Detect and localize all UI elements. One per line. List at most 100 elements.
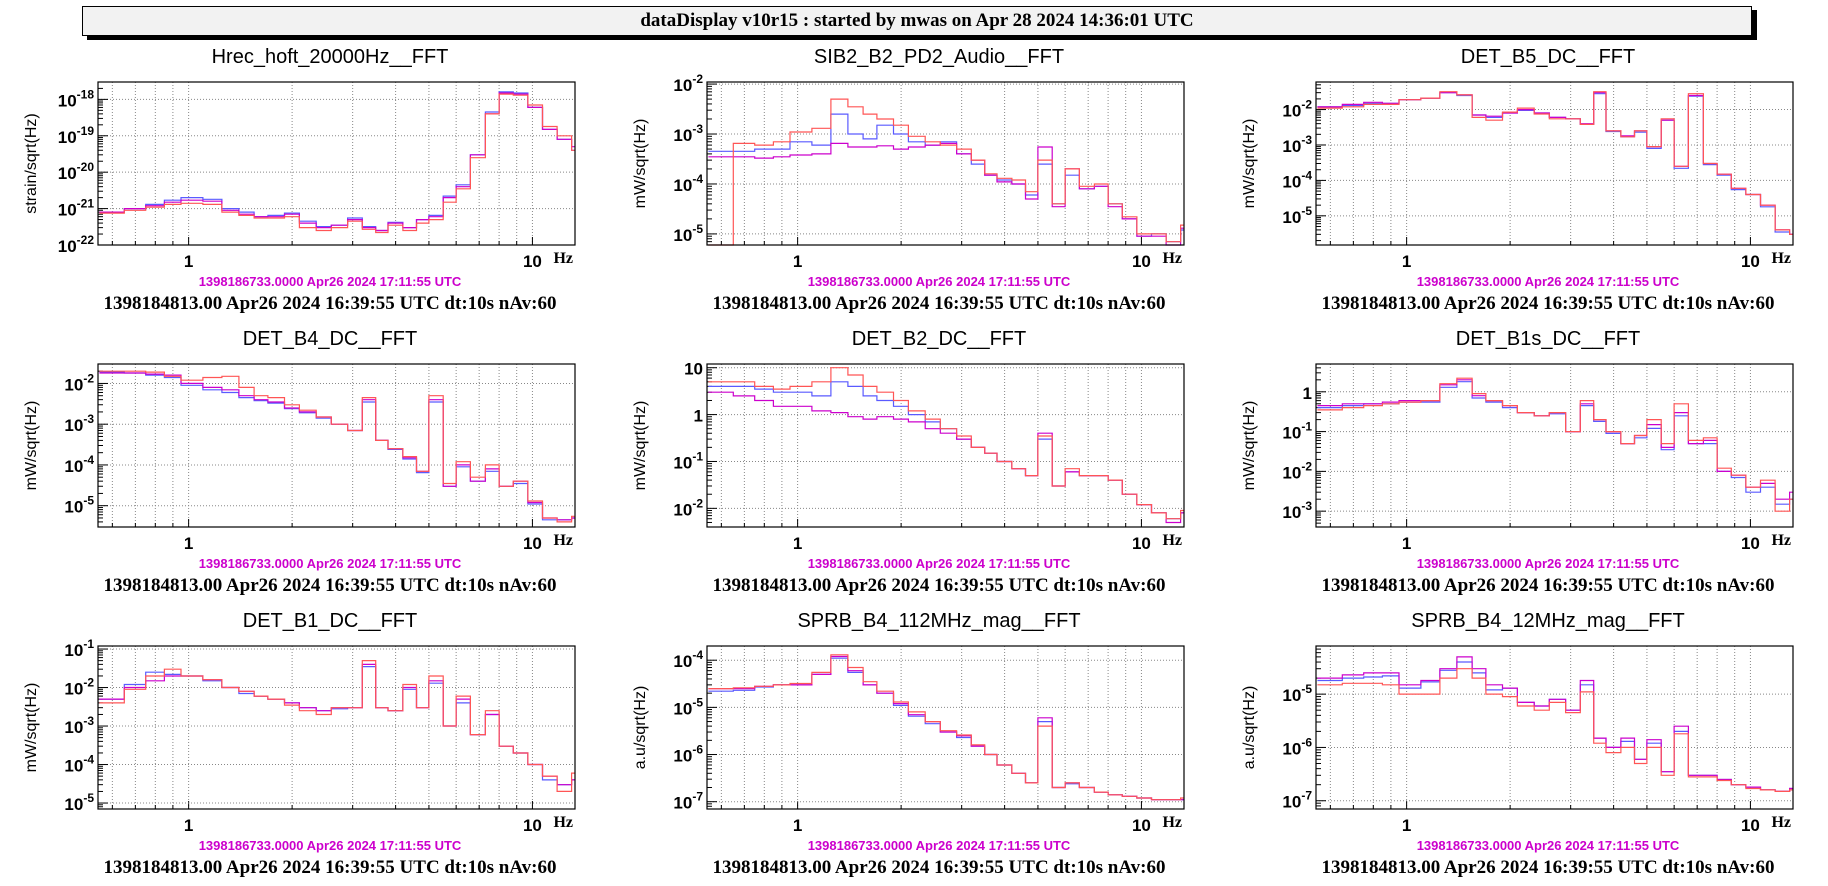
y-tick-label: 10-2 bbox=[1282, 98, 1312, 121]
current-timestamp: 1398184813.00 Apr26 2024 16:39:55 UTC dt… bbox=[712, 575, 1166, 596]
plot-frame bbox=[706, 81, 1185, 246]
y-tick-label: 10-4 bbox=[64, 453, 94, 476]
y-axis-label: mW/sqrt(Hz) bbox=[632, 119, 649, 209]
y-tick-label: 10-5 bbox=[64, 494, 94, 517]
reference-timestamp: 1398186733.0000 Apr26 2024 17:11:55 UTC bbox=[1416, 838, 1680, 853]
x-tick-label: 1 bbox=[184, 252, 193, 271]
plot-canvas: 1 10 Hz 10-5 10-4 10-3 10-2 mW/sqrt(Hz) bbox=[632, 72, 1185, 271]
fft-plot-panel: 1 10 Hz 10-2 10-1 1 10 mW/sqrt(Hz) DET_B2_DC__FF… bbox=[609, 322, 1218, 604]
fft-plot-panel: 1 10 Hz 10-7 10-6 10-5 a.u/sqrt(Hz) SPRB_B4_12M… bbox=[1218, 604, 1827, 886]
x-tick-label: 10 bbox=[1741, 534, 1760, 553]
current-timestamp: 1398184813.00 Apr26 2024 16:39:55 UTC dt… bbox=[1321, 857, 1775, 878]
x-axis-unit: Hz bbox=[553, 814, 573, 831]
y-tick-label: 10-4 bbox=[1282, 168, 1312, 191]
y-tick-label: 10 bbox=[684, 360, 703, 379]
x-axis-unit: Hz bbox=[1162, 814, 1182, 831]
fft-plot-panel: 1 10 Hz 10-5 10-4 10-3 10-2 mW/sqrt(Hz) DET_B5_D… bbox=[1218, 40, 1827, 322]
plot-canvas: 1 10 Hz 10-3 10-2 10-1 1 mW/sqrt(Hz) bbox=[1241, 363, 1794, 553]
y-tick-label: 10-6 bbox=[1282, 735, 1312, 758]
plot-canvas: 1 10 Hz 10-22 10-21 10-20 10-19 10-18 strain/sqr… bbox=[23, 81, 576, 271]
y-tick-label: 10-2 bbox=[64, 676, 94, 699]
y-tick-label: 1 bbox=[1303, 384, 1312, 403]
x-axis-unit: Hz bbox=[1771, 814, 1791, 831]
plot-canvas: 1 10 Hz 10-5 10-4 10-3 10-2 10-1 mW/sqrt(Hz) bbox=[23, 637, 576, 835]
fft-plot-panel: 1 10 Hz 10-5 10-4 10-3 10-2 10-1 mW/sqrt(Hz) DET_… bbox=[0, 604, 609, 886]
plot-frame bbox=[97, 81, 576, 246]
plot-frame bbox=[706, 645, 1185, 810]
plot-title: DET_B5_DC__FFT bbox=[1460, 46, 1636, 68]
y-tick-label: 10-4 bbox=[673, 648, 703, 671]
series-line-magenta bbox=[708, 391, 1184, 524]
x-tick-label: 1 bbox=[793, 252, 802, 271]
y-tick-label: 10-2 bbox=[64, 371, 94, 394]
y-tick-label: 10-3 bbox=[64, 412, 94, 435]
x-tick-label: 1 bbox=[1402, 534, 1411, 553]
x-tick-label: 10 bbox=[1132, 816, 1151, 835]
y-tick-label: 10-2 bbox=[673, 496, 703, 519]
reference-timestamp: 1398186733.0000 Apr26 2024 17:11:55 UTC bbox=[198, 274, 462, 289]
series-line-red bbox=[1317, 668, 1793, 792]
reference-timestamp: 1398186733.0000 Apr26 2024 17:11:55 UTC bbox=[807, 556, 1071, 571]
x-axis-unit: Hz bbox=[553, 250, 573, 267]
fft-plot-panel: 1 10 Hz 10-3 10-2 10-1 1 mW/sqrt(Hz) DET_B1s_DC_… bbox=[1218, 322, 1827, 604]
y-tick-label: 10-21 bbox=[58, 197, 95, 220]
plot-frame bbox=[97, 363, 576, 528]
x-tick-label: 10 bbox=[523, 816, 542, 835]
series-line-blue bbox=[1317, 661, 1793, 792]
reference-timestamp: 1398186733.0000 Apr26 2024 17:11:55 UTC bbox=[1416, 274, 1680, 289]
plot-canvas: 1 10 Hz 10-5 10-4 10-3 10-2 mW/sqrt(Hz) bbox=[23, 363, 576, 553]
plot-title: DET_B4_DC__FFT bbox=[242, 328, 418, 350]
series-line-magenta bbox=[708, 655, 1184, 801]
series-line-magenta bbox=[1317, 92, 1793, 235]
reference-timestamp: 1398186733.0000 Apr26 2024 17:11:55 UTC bbox=[198, 838, 462, 853]
fft-plot-panel: 1 10 Hz 10-5 10-4 10-3 10-2 mW/sqrt(Hz) SIB2_B2_… bbox=[609, 40, 1218, 322]
current-timestamp: 1398184813.00 Apr26 2024 16:39:55 UTC dt… bbox=[712, 293, 1166, 314]
y-tick-label: 10-20 bbox=[58, 160, 95, 183]
x-tick-label: 10 bbox=[1741, 816, 1760, 835]
series-line-magenta bbox=[1317, 379, 1793, 500]
y-axis-label: mW/sqrt(Hz) bbox=[23, 683, 40, 773]
plot-frame bbox=[97, 645, 576, 810]
y-axis-label: mW/sqrt(Hz) bbox=[23, 401, 40, 491]
plot-frame bbox=[1315, 645, 1794, 810]
series-line-red bbox=[99, 93, 575, 234]
y-tick-label: 10-5 bbox=[673, 222, 703, 245]
x-axis-unit: Hz bbox=[1162, 532, 1182, 549]
x-axis-unit: Hz bbox=[1771, 532, 1791, 549]
y-tick-label: 10-5 bbox=[1282, 204, 1312, 227]
series-line-red bbox=[1317, 91, 1793, 235]
y-axis-label: mW/sqrt(Hz) bbox=[1241, 401, 1258, 491]
y-tick-label: 10-1 bbox=[673, 449, 703, 472]
x-tick-label: 1 bbox=[1402, 252, 1411, 271]
reference-timestamp: 1398186733.0000 Apr26 2024 17:11:55 UTC bbox=[198, 556, 462, 571]
y-tick-label: 10-5 bbox=[64, 791, 94, 814]
y-axis-label: a.u/sqrt(Hz) bbox=[632, 686, 649, 770]
fft-plot-panel: 1 10 Hz 10-5 10-4 10-3 10-2 mW/sqrt(Hz) DET_B4_D… bbox=[0, 322, 609, 604]
series-line-red bbox=[708, 98, 1184, 246]
plot-title: DET_B1s_DC__FFT bbox=[1455, 328, 1641, 350]
x-tick-label: 10 bbox=[1741, 252, 1760, 271]
y-axis-label: mW/sqrt(Hz) bbox=[632, 401, 649, 491]
plot-title: SPRB_B4_12MHz_mag__FFT bbox=[1411, 610, 1685, 632]
x-tick-label: 10 bbox=[523, 252, 542, 271]
y-tick-label: 10-3 bbox=[1282, 133, 1312, 156]
plot-title: DET_B2_DC__FFT bbox=[851, 328, 1027, 350]
y-tick-label: 10-19 bbox=[58, 124, 95, 147]
series-line-red bbox=[99, 660, 575, 792]
plot-frame bbox=[1315, 363, 1794, 528]
plot-canvas: 1 10 Hz 10-2 10-1 1 10 mW/sqrt(Hz) bbox=[632, 360, 1185, 553]
series-line-blue bbox=[1317, 92, 1793, 235]
y-tick-label: 10-22 bbox=[58, 233, 95, 256]
x-tick-label: 1 bbox=[1402, 816, 1411, 835]
window-title-bar: dataDisplay v10r15 : started by mwas on … bbox=[82, 6, 1752, 36]
y-axis-label: strain/sqrt(Hz) bbox=[23, 113, 40, 213]
x-tick-label: 10 bbox=[1132, 252, 1151, 271]
plot-canvas: 1 10 Hz 10-7 10-6 10-5 10-4 a.u/sqrt(Hz) bbox=[632, 645, 1185, 835]
series-line-red bbox=[99, 370, 575, 523]
window-title: dataDisplay v10r15 : started by mwas on … bbox=[640, 10, 1194, 31]
y-tick-label: 10-2 bbox=[673, 72, 703, 95]
reference-timestamp: 1398186733.0000 Apr26 2024 17:11:55 UTC bbox=[807, 274, 1071, 289]
y-axis-label: a.u/sqrt(Hz) bbox=[1241, 686, 1258, 770]
series-line-blue bbox=[99, 371, 575, 521]
plot-title: Hrec_hoft_20000Hz__FFT bbox=[211, 46, 449, 68]
